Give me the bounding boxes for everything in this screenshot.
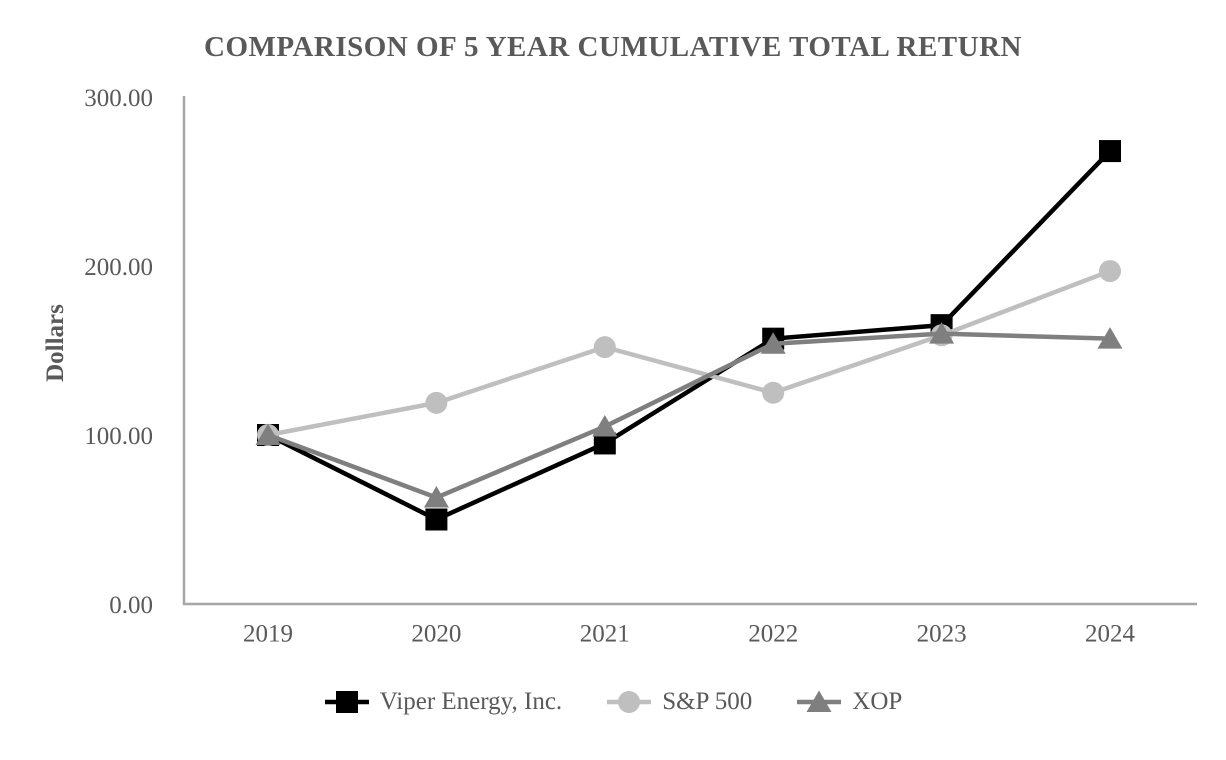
legend-key-marker-circle [618, 691, 641, 713]
marker-triangle-xop-2019 [255, 423, 281, 445]
legend-label-s-p-500: S&P 500 [662, 688, 753, 715]
legend-key-marker-triangle [806, 690, 832, 712]
chart-legend: Viper Energy, Inc. S&P 500 XOP [0, 688, 1226, 716]
legend-key-triangle-icon [797, 690, 842, 712]
x-axis-tick-label: 2021 [580, 621, 630, 648]
y-axis-tick-label: 100.00 [84, 423, 153, 450]
marker-square-viper-energy-inc-2021 [593, 432, 616, 455]
marker-square-viper-energy-inc-2020 [425, 508, 448, 531]
legend-label-viper-energy-inc: Viper Energy, Inc. [379, 688, 563, 715]
marker-square-viper-energy-inc-2024 [1099, 140, 1121, 163]
x-axis-tick-label: 2022 [748, 621, 798, 648]
legend-key-square-icon [324, 691, 369, 713]
y-axis-tick-label: 200.00 [84, 254, 153, 281]
legend-label-xop: XOP [852, 688, 903, 715]
marker-triangle-xop-2024 [1097, 327, 1123, 349]
legend-key-marker-square [335, 691, 358, 713]
x-axis-tick-label: 2019 [243, 621, 293, 648]
x-axis-tick-label: 2020 [411, 621, 461, 648]
x-axis-tick-label: 2023 [917, 621, 967, 648]
chart-title: COMPARISON OF 5 YEAR CUMULATIVE TOTAL RE… [204, 31, 1022, 63]
y-axis-tick-label: 0.00 [109, 592, 153, 619]
legend-item-s-p-500: S&P 500 [606, 688, 752, 716]
x-axis-tick-label: 2024 [1085, 621, 1136, 648]
marker-triangle-xop-2021 [592, 415, 618, 437]
marker-circle-s-p-500-2022 [762, 381, 785, 404]
legend-item-xop: XOP [796, 688, 902, 716]
series-line-xop [267, 331, 1111, 500]
marker-circle-s-p-500-2024 [1099, 260, 1121, 283]
marker-circle-s-p-500-2021 [593, 336, 616, 359]
series-line-s-p-500 [267, 268, 1111, 438]
marker-triangle-xop-2022 [760, 332, 786, 354]
marker-triangle-xop-2020 [423, 486, 449, 508]
marker-triangle-xop-2023 [929, 322, 955, 344]
series-line-viper-energy-inc [266, 149, 1112, 522]
y-axis-tick-label: 300.00 [84, 85, 153, 112]
marker-circle-s-p-500-2020 [425, 391, 448, 414]
legend-item-viper-energy-inc: Viper Energy, Inc. [324, 688, 562, 716]
legend-key-circle-icon [607, 691, 652, 713]
